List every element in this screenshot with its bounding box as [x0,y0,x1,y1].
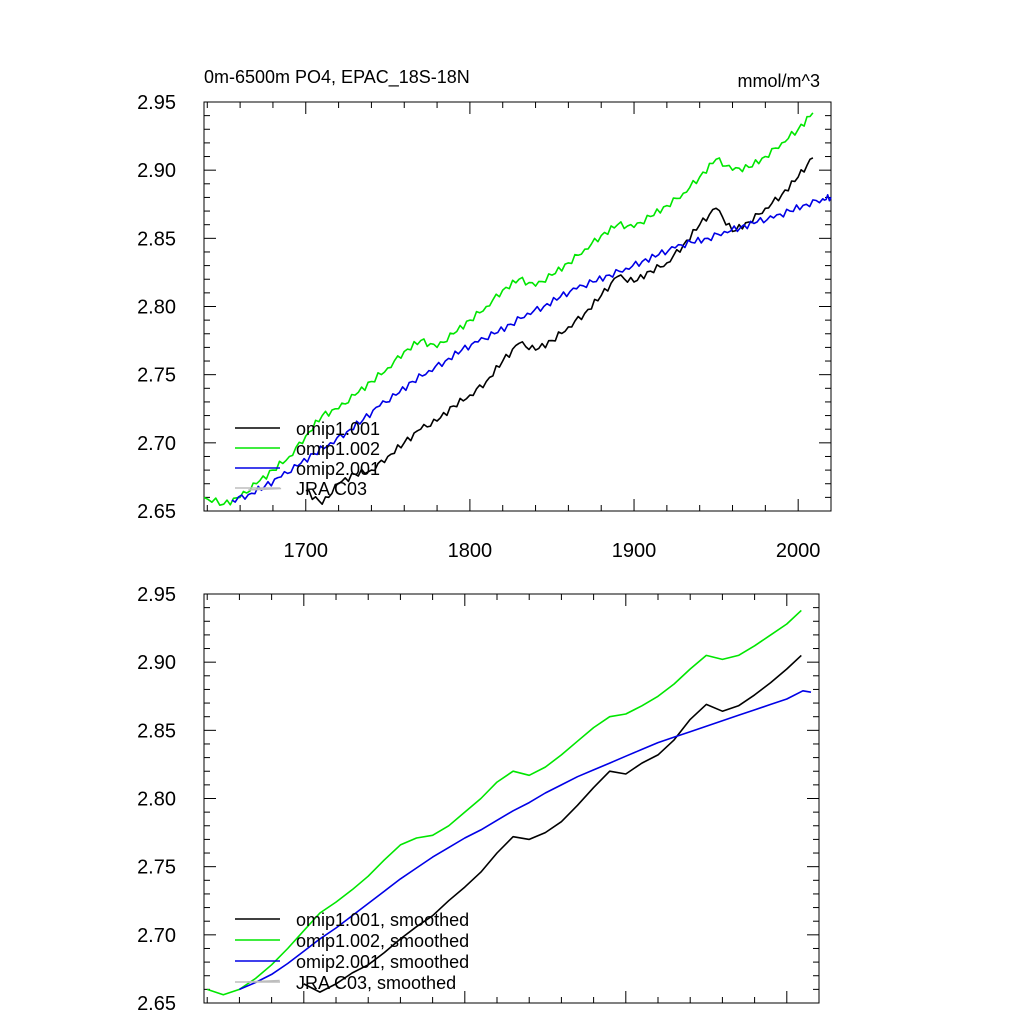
legend-label: omip1.001, smoothed [296,910,469,930]
y-tick-label: 2.95 [137,92,176,114]
x-tick-label: 1800 [448,540,493,562]
y-tick-label: 2.85 [137,720,176,742]
x-tick-label: 1900 [612,540,657,562]
series-line-omip1-002 [203,112,814,506]
chart-title: 0m-6500m PO4, EPAC_18S-18N [204,67,470,88]
series-line-omip2-001-smoothed [239,690,812,991]
y-tick-label: 2.80 [137,789,176,811]
legend-label: omip2.001, smoothed [296,952,469,972]
y-tick-label: 2.65 [137,993,176,1015]
y-tick-label: 2.65 [137,501,176,523]
series-line-omip2-001 [231,194,832,503]
y-tick-label: 2.95 [137,584,176,606]
y-tick-label: 2.75 [137,857,176,879]
series-line-omip1-001 [305,157,814,505]
chart-panel-bottom: 2.65 2.70 2.75 2.80 2.85 2.90 2.95 omip1.001, s… [137,584,820,1015]
series-line-omip1-001-smoothed [303,654,802,993]
y-tick-label: 2.90 [137,160,176,182]
legend-label: JRA C03, smoothed [296,973,456,993]
chart-panel-top: 2.65 2.70 2.75 2.80 2.85 2.90 2.95 1700 1800 1900… [137,92,832,562]
y-tick-label: 2.75 [137,365,176,387]
legend-label: omip1.002 [296,439,380,459]
y-tick-label: 2.85 [137,228,176,250]
y-tick-label: 2.70 [137,925,176,947]
x-tick-label: 2000 [776,540,821,562]
y-tick-label: 2.90 [137,652,176,674]
x-tick-label: 1700 [284,540,329,562]
series-line-omip1-002-smoothed [206,609,802,996]
legend-label: JRA C03 [296,479,367,499]
units-label: mmol/m^3 [738,71,820,91]
legend-label: omip1.001 [296,419,380,439]
legend-label: omip1.002, smoothed [296,931,469,951]
y-tick-label: 2.80 [137,297,176,319]
legend-label: omip2.001 [296,459,380,479]
y-tick-label: 2.70 [137,433,176,455]
